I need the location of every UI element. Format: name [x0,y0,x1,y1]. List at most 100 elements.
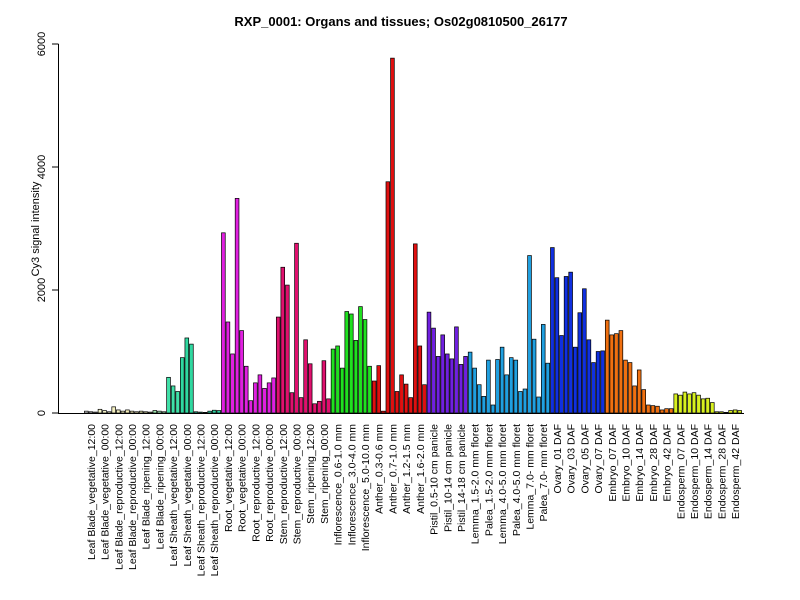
bar [148,411,153,414]
bar [88,411,94,414]
bar [97,408,103,414]
bar [563,276,569,414]
bar [582,288,587,414]
bar [422,384,427,414]
bar [586,339,592,414]
bar [102,410,107,414]
bar [111,406,116,414]
bar [326,398,331,414]
y-axis: 0 2000 4000 6000 [36,32,59,416]
bar [225,321,231,414]
bar [161,411,167,414]
bar [184,337,190,414]
bar [646,404,651,414]
y-axis-label: Cy3 signal intensity [30,181,42,276]
bar [221,232,226,414]
bar [426,311,432,414]
x-tick-label: Ovary_03 DAF [566,424,578,493]
x-tick-label: Embryo_07 DAF [607,424,619,502]
bar [243,365,249,414]
bar [595,351,601,414]
x-tick-label: Pistil_0.5-10 cm panicle [429,424,441,535]
x-tick-label: Leaf Sheath_reproductive_12:00 [196,424,208,577]
x-tick-label: Endosperm_42 DAF [730,424,742,519]
chart-title: RXP_0001: Organs and tissues; Os02g08105… [234,14,567,29]
x-tick-label: Leaf Sheath_reproductive_00:00 [209,424,221,577]
x-tick-label: Pistil_10-14 cm panicle [442,424,454,532]
x-tick-label: Endosperm_28 DAF [716,424,728,519]
bar [687,393,692,414]
bar [509,357,514,414]
bar [504,374,509,414]
bar [481,396,487,414]
bar [454,326,459,414]
bar [604,319,610,414]
bar [614,333,619,414]
bars [84,57,742,414]
bar [239,330,244,414]
x-tick-label: Embryo_14 DAF [634,424,646,502]
x-tick-label: Embryo_42 DAF [662,424,674,502]
y-tick-label: 0 [36,410,48,416]
x-tick-label: Ovary_07 DAF [593,424,605,493]
bar [193,411,199,414]
bar [531,338,537,414]
bar [490,404,496,414]
bar [216,410,222,414]
bar [627,362,633,414]
bar [536,396,541,414]
bar [641,389,646,414]
bar [321,360,327,414]
bar [298,397,304,414]
bar [732,409,738,414]
bar [234,198,240,414]
bar [84,410,89,414]
bar [257,374,263,414]
y-tick-label: 4000 [36,155,48,179]
x-tick-label: Stem_reproductive_12:00 [278,424,290,544]
x-tick-label: Leaf Blade_ripening_12:00 [141,424,153,550]
x-tick-label: Anther_0.7-1.0 mm [387,424,399,514]
bar [518,391,523,414]
bar [467,351,473,414]
bar [591,362,596,414]
x-tick-label: Palea_7.0- mm floret [538,424,550,522]
bar [440,334,445,414]
x-tick-label: Endosperm_14 DAF [703,424,715,519]
bar [271,377,276,414]
x-tick-label: Inflorescence_0.6-1.0 mm [333,424,345,546]
bar [668,408,674,414]
bar [572,346,578,414]
bar [116,409,121,414]
x-tick-label: Ovary_01 DAF [552,424,564,493]
bar [417,345,423,414]
x-tick-label: Inflorescence_3.0-4.0 mm [346,424,358,546]
bar [710,402,715,414]
x-tick-label: Leaf Blade_reproductive_12:00 [113,424,125,570]
bar [431,327,436,414]
bar [266,382,272,414]
bar [623,359,628,414]
bar [385,181,391,414]
x-tick-label: Lemma_7.0- mm floret [525,424,537,530]
bar [636,369,642,414]
x-tick-label: Leaf Sheath_vegetative_00:00 [182,424,194,567]
x-tick-label: Anther_1.2-1.5 mm [401,424,413,514]
x-tick-label: Root_reproductive_12:00 [250,424,262,542]
bar [253,382,258,414]
bar [248,400,254,414]
x-tick-label: Lemma_1.5-2.0 mm floret [470,424,482,544]
bar [170,385,176,414]
bar [559,335,564,414]
bar [678,394,683,414]
bar [303,339,308,414]
bar [335,345,340,414]
x-tick-label: Anther_0.3-0.6 mm [374,424,386,514]
x-tick-label: Leaf Sheath_vegetative_12:00 [168,424,180,567]
bar [705,397,710,414]
bar [728,410,733,414]
x-tick-label: Ovary_05 DAF [579,424,591,493]
bar [435,356,441,414]
bar [527,255,532,414]
y-tick-label: 6000 [36,32,48,56]
